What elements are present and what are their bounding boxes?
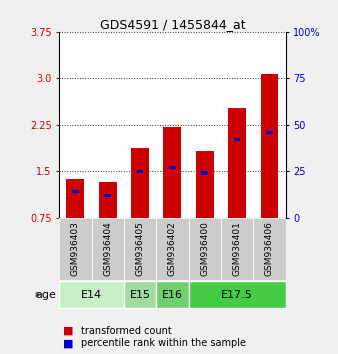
Bar	[261, 74, 278, 218]
Bar	[228, 108, 246, 218]
Text: age: age	[35, 290, 56, 300]
Bar	[72, 190, 79, 193]
Bar	[92, 218, 124, 280]
Bar	[104, 194, 111, 197]
Bar	[137, 170, 143, 173]
Text: GSM936401: GSM936401	[233, 221, 242, 276]
Text: E14: E14	[81, 290, 102, 300]
Bar	[266, 131, 273, 134]
Bar	[253, 218, 286, 280]
Bar	[99, 182, 117, 218]
Bar	[131, 148, 149, 218]
Bar	[124, 281, 156, 308]
Text: GSM936406: GSM936406	[265, 221, 274, 276]
Bar	[201, 171, 208, 175]
Text: E17.5: E17.5	[221, 290, 253, 300]
Title: GDS4591 / 1455844_at: GDS4591 / 1455844_at	[100, 18, 245, 31]
Text: percentile rank within the sample: percentile rank within the sample	[81, 338, 246, 348]
Bar	[189, 281, 286, 308]
Text: E16: E16	[162, 290, 183, 300]
Bar	[189, 218, 221, 280]
Text: GSM936404: GSM936404	[103, 221, 112, 275]
Text: GSM936400: GSM936400	[200, 221, 209, 276]
Bar	[124, 218, 156, 280]
Text: ■: ■	[63, 338, 73, 348]
Bar	[169, 166, 176, 169]
Bar	[234, 138, 240, 141]
Bar	[67, 179, 84, 218]
Bar	[196, 152, 214, 218]
Bar	[59, 281, 124, 308]
Text: ■: ■	[63, 326, 73, 336]
Bar	[59, 218, 92, 280]
Text: transformed count: transformed count	[81, 326, 172, 336]
Bar	[221, 218, 253, 280]
Text: GSM936403: GSM936403	[71, 221, 80, 276]
Bar	[156, 281, 189, 308]
Text: GSM936405: GSM936405	[136, 221, 145, 276]
Text: E15: E15	[129, 290, 150, 300]
Bar	[164, 127, 181, 218]
Text: GSM936402: GSM936402	[168, 221, 177, 275]
Bar	[156, 218, 189, 280]
